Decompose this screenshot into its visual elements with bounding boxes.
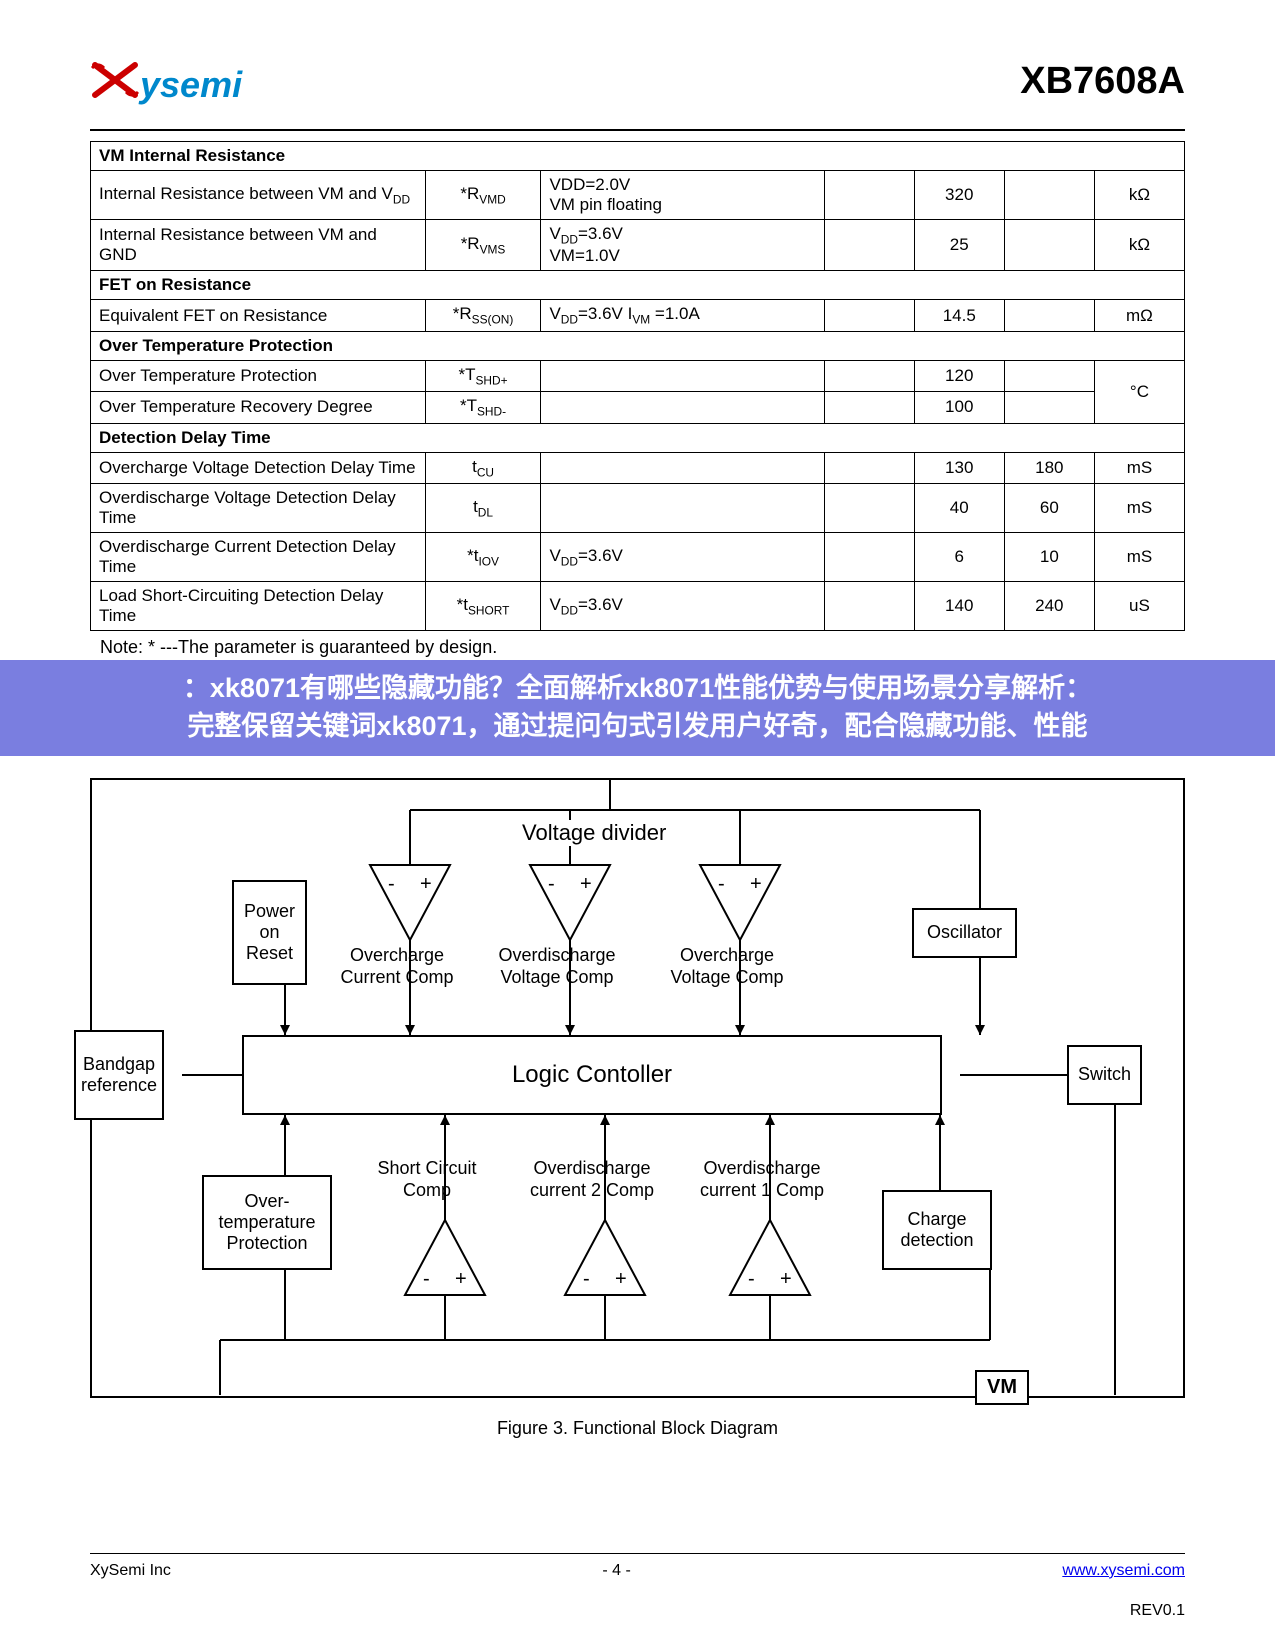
section-header: Over Temperature Protection [91,331,1185,360]
table-row: Overdischarge Voltage Detection Delay Ti… [91,483,1185,532]
svg-text:+: + [780,1268,792,1290]
part-number: XB7608A [1020,60,1185,103]
footer-url-link[interactable]: www.xysemi.com [1062,1562,1185,1580]
logo-x-icon [90,60,140,109]
table-row: Internal Resistance between VM and VDD*R… [91,171,1185,220]
od-current2-comp-label: Overdischarge current 2 Comp [517,1158,667,1201]
svg-text:-: - [388,873,395,895]
table-row: Overcharge Voltage Detection Delay Timet… [91,452,1185,483]
spec-table: VM Internal ResistanceInternal Resistanc… [90,141,1185,631]
revision-label: REV0.1 [1130,1602,1185,1620]
svg-text:+: + [750,873,762,895]
bandgap-block: Bandgap reference [74,1030,164,1120]
page-footer: XySemi Inc - 4 - www.xysemi.com [90,1553,1185,1580]
od-current1-comp-label: Overdischarge current 1 Comp [687,1158,837,1201]
oc-voltage-comp-label: Overcharge Voltage Comp [657,945,797,988]
banner-line-2: 完整保留关键词xk8071，通过提问句式引发用户好奇，配合隐藏功能、性能 [20,708,1255,746]
vm-pin: VM [975,1370,1029,1405]
page-header: ysemi XB7608A [90,60,1185,109]
voltage-divider-label: Voltage divider [522,820,666,846]
section-header: VM Internal Resistance [91,142,1185,171]
table-row: Over Temperature Recovery Degree*TSHD-10… [91,392,1185,423]
svg-text:+: + [420,873,432,895]
svg-text:-: - [548,873,555,895]
oscillator-block: Oscillator [912,908,1017,958]
charge-detection-block: Charge detection [882,1190,992,1270]
block-diagram: - + - + - + - + - + - + Voltage divider Logic … [90,778,1185,1398]
section-header: FET on Resistance [91,271,1185,300]
od-voltage-comp-label: Overdischarge Voltage Comp [487,945,627,988]
logo-text: ysemi [140,64,242,106]
header-divider [90,129,1185,131]
footer-page: - 4 - [602,1562,630,1580]
oc-current-comp-label: Overcharge Current Comp [332,945,462,988]
svg-text:-: - [423,1268,430,1290]
diagram-caption: Figure 3. Functional Block Diagram [90,1418,1185,1439]
table-note: Note: * ---The parameter is guaranteed b… [90,637,1185,658]
short-circuit-comp-label: Short Circuit Comp [362,1158,492,1201]
section-header: Detection Delay Time [91,423,1185,452]
footer-company: XySemi Inc [90,1562,171,1580]
switch-block: Switch [1067,1045,1142,1105]
overlay-banner: ：xk8071有哪些隐藏功能？全面解析xk8071性能优势与使用场景分享解析： … [0,660,1275,756]
table-row: Load Short-Circuiting Detection Delay Ti… [91,581,1185,630]
otp-block: Over- temperature Protection [202,1175,332,1270]
logic-controller-block: Logic Contoller [242,1035,942,1115]
logo: ysemi [90,60,242,109]
table-row: Overdischarge Current Detection Delay Ti… [91,532,1185,581]
svg-text:+: + [455,1268,467,1290]
banner-line-1: ：xk8071有哪些隐藏功能？全面解析xk8071性能优势与使用场景分享解析： [20,670,1255,708]
table-row: Over Temperature Protection*TSHD+120°C [91,360,1185,391]
table-row: Equivalent FET on Resistance*RSS(ON)VDD=… [91,300,1185,331]
svg-text:-: - [583,1268,590,1290]
svg-text:+: + [580,873,592,895]
svg-text:+: + [615,1268,627,1290]
table-row: Internal Resistance between VM and GND*R… [91,220,1185,271]
svg-text:-: - [718,873,725,895]
svg-text:-: - [748,1268,755,1290]
por-block: Power on Reset [232,880,307,985]
